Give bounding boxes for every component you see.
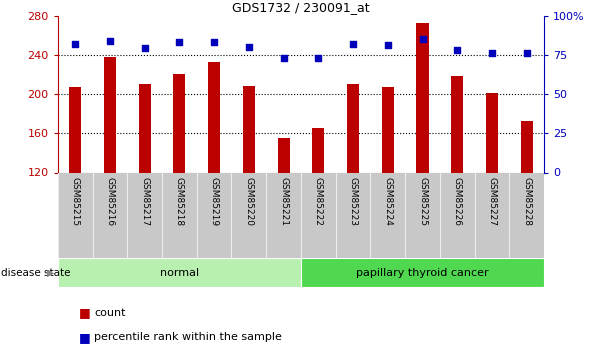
Text: GSM85228: GSM85228 [522,177,531,226]
Text: GSM85223: GSM85223 [348,177,358,226]
Text: GSM85220: GSM85220 [244,177,254,226]
Point [174,39,184,45]
Point [244,44,254,50]
Text: ■: ■ [79,306,91,319]
Text: GSM85215: GSM85215 [71,177,80,226]
Point [348,41,358,47]
Text: percentile rank within the sample: percentile rank within the sample [94,332,282,342]
Bar [173,75,185,172]
Text: disease state: disease state [1,268,71,277]
Bar [58,258,301,287]
Text: ■: ■ [79,331,91,344]
Bar [382,87,394,172]
Point [418,36,427,42]
Text: GSM85227: GSM85227 [488,177,497,226]
Bar [139,84,151,172]
Text: GSM85224: GSM85224 [383,177,392,226]
Text: GSM85221: GSM85221 [279,177,288,226]
Point [209,39,219,45]
Bar [347,84,359,172]
Bar [69,87,81,172]
Title: GDS1732 / 230091_at: GDS1732 / 230091_at [232,1,370,14]
Bar [451,76,463,172]
Point [452,47,462,53]
Point [105,38,115,43]
Text: GSM85226: GSM85226 [453,177,462,226]
Bar [301,258,544,287]
Point [487,50,497,56]
Text: GSM85225: GSM85225 [418,177,427,226]
Bar [243,86,255,172]
Text: count: count [94,308,126,318]
Text: GSM85222: GSM85222 [314,177,323,226]
Text: GSM85218: GSM85218 [175,177,184,226]
Text: papillary thyroid cancer: papillary thyroid cancer [356,268,489,277]
Point [140,46,150,51]
Point [383,42,393,48]
Point [522,50,531,56]
Bar [520,121,533,172]
Bar [277,138,289,172]
Text: ▶: ▶ [47,268,55,277]
Bar [104,57,116,172]
Bar [313,128,325,172]
Text: GSM85217: GSM85217 [140,177,149,226]
Text: GSM85216: GSM85216 [105,177,114,226]
Bar [208,62,220,172]
Text: GSM85219: GSM85219 [210,177,219,226]
Point [278,55,288,61]
Text: normal: normal [160,268,199,277]
Bar [416,23,429,172]
Point [314,55,323,61]
Point [71,41,80,47]
Bar [486,93,498,172]
